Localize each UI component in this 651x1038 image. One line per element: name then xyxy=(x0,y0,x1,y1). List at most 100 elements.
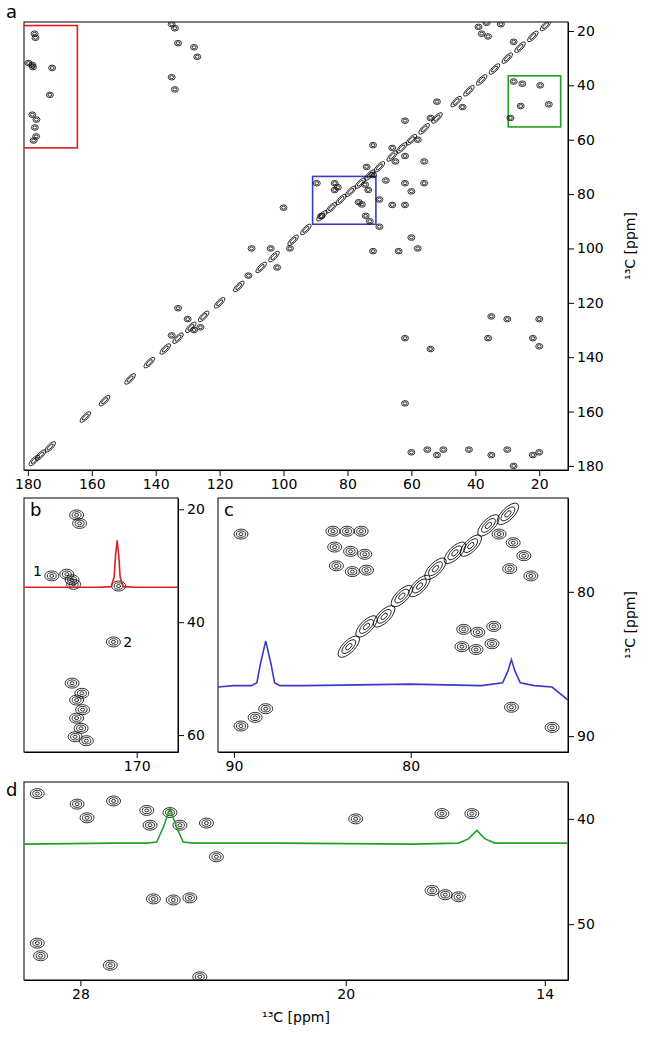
contour-ring xyxy=(148,824,152,827)
contour-ring xyxy=(417,122,431,136)
contour-ring xyxy=(504,316,511,322)
contour-ring xyxy=(84,739,88,742)
contour-ring xyxy=(370,142,377,148)
tick: 60 xyxy=(568,132,595,148)
cross-peak xyxy=(497,22,504,27)
diagonal-peak xyxy=(475,73,489,87)
contour-ring xyxy=(504,702,518,712)
cross-peak xyxy=(168,333,175,339)
diagonal-peak xyxy=(232,280,246,294)
contour-ring xyxy=(245,273,252,279)
cross-peak xyxy=(199,818,213,828)
contour-ring xyxy=(469,645,483,655)
contour-ring xyxy=(286,246,293,252)
tick-label: 160 xyxy=(577,404,604,420)
contour-ring xyxy=(357,617,375,635)
cross-peak xyxy=(168,74,175,80)
axis-line xyxy=(178,499,179,753)
contour-ring xyxy=(504,510,512,518)
cross-peak xyxy=(382,178,389,184)
contour-ring xyxy=(519,81,526,87)
contour-ring xyxy=(354,526,368,536)
contour-ring xyxy=(72,512,81,518)
cross-peak xyxy=(366,218,373,224)
cross-peak xyxy=(545,722,559,732)
contour-ring xyxy=(184,320,198,334)
tick-label: 60 xyxy=(577,132,595,148)
cross-peak xyxy=(171,25,178,31)
cross-peak xyxy=(469,645,483,655)
contour-ring xyxy=(410,577,428,595)
contour-ring xyxy=(140,805,154,815)
contour-ring xyxy=(123,372,137,386)
contour-ring xyxy=(187,323,195,331)
contour-ring xyxy=(389,202,396,208)
cross-peak xyxy=(349,814,363,824)
diagonal-peak xyxy=(335,633,363,661)
contour-ring xyxy=(416,247,420,250)
x-axis: 170 xyxy=(25,752,179,774)
cross-peak xyxy=(510,463,517,469)
contour-ring xyxy=(542,22,550,29)
cross-peak xyxy=(79,736,93,746)
tick-mark xyxy=(568,592,574,593)
contour-ring xyxy=(34,36,38,39)
contour-ring xyxy=(414,246,421,252)
contour-ring xyxy=(462,628,466,631)
contour-ring xyxy=(517,103,524,109)
contour-ring xyxy=(75,803,79,806)
cross-peak xyxy=(32,35,39,41)
contour-ring xyxy=(79,410,93,424)
contour-ring xyxy=(519,105,523,108)
contour-ring xyxy=(499,505,517,523)
tick-label: 14 xyxy=(536,986,554,1002)
plot-frame xyxy=(24,498,178,752)
contour-ring xyxy=(30,457,38,465)
plot-area xyxy=(24,510,178,746)
contour-ring xyxy=(403,182,407,185)
contour-ring xyxy=(216,299,224,307)
plot-area xyxy=(24,789,568,980)
cross-peak xyxy=(358,549,372,559)
diagonal-peak xyxy=(385,149,399,163)
tick-label: 40 xyxy=(467,476,485,492)
contour-ring xyxy=(441,448,445,451)
cross-peak xyxy=(234,529,248,539)
tick-mark xyxy=(568,194,574,195)
contour-ring xyxy=(70,682,74,685)
contour-ring xyxy=(431,564,439,572)
axis-line xyxy=(568,499,569,753)
diagonal-peak xyxy=(334,193,348,207)
contour-ring xyxy=(35,792,39,795)
contour-ring xyxy=(473,629,482,635)
contour-ring xyxy=(328,542,342,552)
axis-line xyxy=(25,980,569,981)
contour-ring xyxy=(32,35,39,41)
contour-ring xyxy=(415,582,423,590)
contour-ring xyxy=(366,218,373,224)
slice-trace xyxy=(24,808,568,844)
contour-ring xyxy=(173,27,177,30)
contour-ring xyxy=(254,261,268,275)
diagonal-peak xyxy=(417,122,431,136)
cross-peak xyxy=(143,820,157,830)
contour-ring xyxy=(184,316,191,322)
panel-letter: b xyxy=(30,499,41,520)
contour-ring xyxy=(485,34,492,40)
contour-ring xyxy=(340,637,358,655)
diagonal-peak xyxy=(395,141,409,155)
contour-ring xyxy=(353,176,367,190)
tick: 160 xyxy=(79,470,106,492)
contour-ring xyxy=(75,513,79,516)
contour-ring xyxy=(199,818,213,828)
cross-peak xyxy=(408,189,415,195)
contour-ring xyxy=(371,250,375,253)
cross-peak xyxy=(245,273,252,279)
x-axis-title: ¹³C [ppm] xyxy=(262,1009,330,1025)
contour-ring xyxy=(78,522,82,525)
contour-ring xyxy=(401,180,408,186)
contour-ring xyxy=(171,331,185,345)
contour-ring xyxy=(176,42,180,45)
contour-ring xyxy=(213,296,227,310)
contour-ring xyxy=(65,678,79,688)
